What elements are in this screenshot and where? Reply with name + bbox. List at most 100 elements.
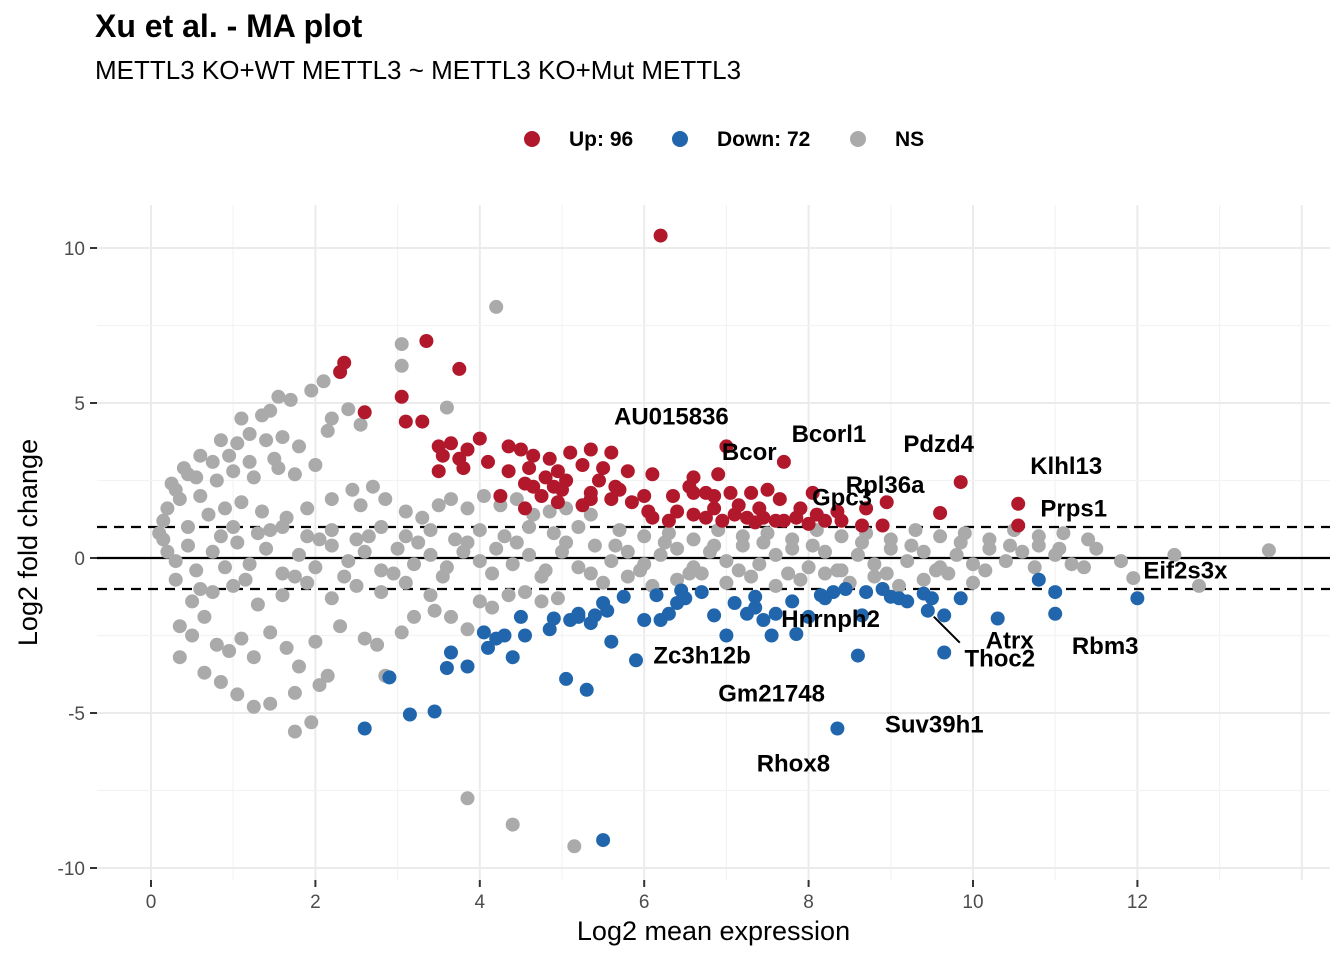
- data-point: [501, 588, 516, 603]
- data-point: [583, 566, 598, 581]
- legend-swatch: [524, 131, 540, 147]
- legend-entry: Down: 72: [717, 128, 810, 151]
- data-point: [374, 520, 389, 534]
- gene-label: Pdzd4: [903, 431, 974, 458]
- data-point: [226, 578, 241, 593]
- data-point: [550, 495, 565, 510]
- data-point: [324, 411, 339, 426]
- data-point: [670, 541, 685, 556]
- data-point: [933, 529, 948, 544]
- data-point: [427, 603, 442, 618]
- data-point: [407, 609, 421, 624]
- data-point: [193, 489, 208, 503]
- data-point: [522, 520, 537, 534]
- data-point: [855, 518, 869, 533]
- data-point: [575, 498, 590, 513]
- data-point: [489, 541, 504, 556]
- data-point: [608, 479, 623, 494]
- data-point: [444, 492, 458, 507]
- data-point: [855, 535, 869, 550]
- data-point: [735, 529, 750, 544]
- data-point: [197, 609, 212, 624]
- data-point: [193, 448, 208, 463]
- data-point: [172, 492, 187, 507]
- data-point: [719, 575, 734, 590]
- data-point: [587, 608, 602, 623]
- data-point: [238, 572, 253, 587]
- data-point: [624, 495, 639, 510]
- data-point: [567, 839, 582, 854]
- data-point: [1052, 541, 1067, 556]
- data-point: [513, 609, 528, 624]
- data-point: [542, 504, 557, 519]
- axes: 0 2 4 6 8 10 12 10 5 0 -5 -10 Log2 mean expression Lo…: [13, 239, 1148, 946]
- data-point: [460, 442, 475, 457]
- data-point: [542, 451, 557, 466]
- data-point: [723, 485, 738, 500]
- data-point: [226, 520, 241, 534]
- data-point: [460, 622, 475, 637]
- data-point: [398, 414, 413, 429]
- data-point: [867, 569, 882, 584]
- data-point: [834, 513, 849, 528]
- data-point: [242, 454, 257, 469]
- data-point: [218, 560, 232, 575]
- gene-label: Rpl36a: [846, 472, 925, 499]
- data-point: [1031, 572, 1046, 587]
- data-point: [172, 650, 187, 665]
- data-point: [916, 544, 931, 559]
- data-point: [209, 637, 224, 652]
- data-point: [772, 492, 787, 507]
- data-point: [587, 538, 602, 553]
- data-point: [600, 603, 615, 618]
- data-point: [164, 476, 179, 491]
- data-point: [390, 541, 405, 556]
- data-point: [501, 464, 516, 479]
- data-point: [242, 557, 257, 572]
- data-point: [698, 485, 713, 500]
- data-point: [246, 470, 261, 485]
- data-point: [1077, 560, 1091, 575]
- data-point: [246, 650, 261, 665]
- data-point: [398, 504, 413, 519]
- data-point: [300, 501, 315, 516]
- data-point: [596, 833, 611, 848]
- x-tick-label: 12: [1127, 892, 1148, 913]
- data-point: [160, 544, 175, 559]
- data-point: [571, 560, 586, 575]
- data-point: [629, 653, 643, 668]
- data-point: [518, 628, 532, 643]
- data-point: [904, 538, 919, 553]
- data-point: [756, 613, 771, 627]
- data-point: [476, 625, 491, 640]
- data-point: [929, 563, 943, 578]
- data-point: [172, 619, 187, 634]
- data-point: [250, 526, 265, 541]
- data-point: [559, 671, 574, 686]
- data-point: [534, 569, 549, 584]
- data-point: [292, 547, 306, 562]
- data-point: [649, 588, 664, 603]
- data-point: [341, 402, 356, 417]
- data-point: [181, 467, 195, 482]
- data-point: [275, 520, 290, 534]
- data-point: [419, 334, 434, 348]
- data-point: [374, 585, 389, 600]
- data-point: [156, 513, 171, 528]
- data-point: [357, 544, 372, 559]
- data-point: [423, 588, 438, 603]
- legend-swatch: [850, 131, 866, 147]
- data-point: [1056, 526, 1071, 541]
- data-point: [439, 661, 454, 675]
- data-point: [398, 575, 413, 590]
- data-point: [637, 489, 652, 503]
- data-point: [320, 423, 335, 438]
- data-point: [707, 608, 722, 623]
- data-point: [345, 482, 360, 497]
- x-tick-label: 0: [146, 892, 157, 913]
- data-point: [304, 383, 319, 398]
- data-point: [518, 585, 532, 600]
- data-point: [415, 414, 430, 429]
- data-point: [616, 589, 631, 604]
